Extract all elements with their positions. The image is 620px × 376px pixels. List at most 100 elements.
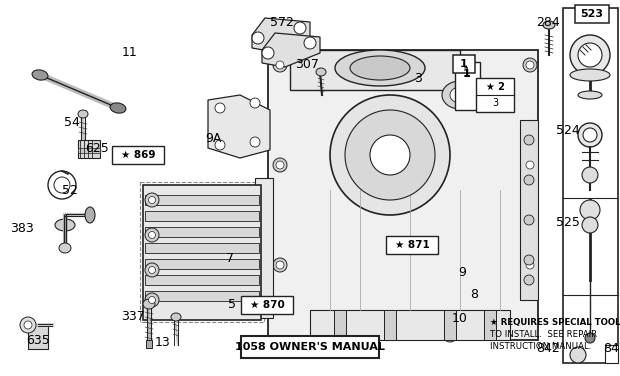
Bar xyxy=(78,140,100,158)
Bar xyxy=(334,310,346,340)
Ellipse shape xyxy=(171,313,181,321)
Ellipse shape xyxy=(523,258,537,272)
Ellipse shape xyxy=(215,103,225,113)
Text: INSTRUCTION MANUAL.: INSTRUCTION MANUAL. xyxy=(490,342,591,351)
Ellipse shape xyxy=(32,70,48,80)
Ellipse shape xyxy=(252,32,264,44)
Ellipse shape xyxy=(20,317,36,333)
Text: 1: 1 xyxy=(463,69,471,79)
Bar xyxy=(484,310,496,340)
Ellipse shape xyxy=(276,161,284,169)
Text: 10: 10 xyxy=(452,311,468,324)
Ellipse shape xyxy=(370,135,410,175)
Ellipse shape xyxy=(585,333,595,343)
Bar xyxy=(143,185,261,320)
Bar xyxy=(145,243,259,253)
Text: 11: 11 xyxy=(122,45,138,59)
Ellipse shape xyxy=(273,258,287,272)
Text: 7: 7 xyxy=(226,252,234,264)
Ellipse shape xyxy=(570,347,586,363)
Text: 635: 635 xyxy=(26,334,50,347)
Ellipse shape xyxy=(143,299,155,309)
Bar xyxy=(145,275,259,285)
Ellipse shape xyxy=(524,215,534,225)
Ellipse shape xyxy=(523,58,537,72)
Ellipse shape xyxy=(526,61,534,69)
Text: 8: 8 xyxy=(470,288,478,300)
Ellipse shape xyxy=(526,261,534,269)
Bar xyxy=(384,310,396,340)
Ellipse shape xyxy=(570,35,610,75)
Ellipse shape xyxy=(149,197,156,203)
Ellipse shape xyxy=(145,193,159,207)
Ellipse shape xyxy=(524,175,534,185)
Ellipse shape xyxy=(149,297,156,303)
Ellipse shape xyxy=(333,328,347,342)
Bar xyxy=(310,310,510,340)
Ellipse shape xyxy=(273,158,287,172)
Text: ★ REQUIRES SPECIAL TOOLS: ★ REQUIRES SPECIAL TOOLS xyxy=(490,318,620,327)
Ellipse shape xyxy=(543,21,555,29)
Ellipse shape xyxy=(110,103,126,113)
Ellipse shape xyxy=(442,81,478,109)
Ellipse shape xyxy=(24,321,32,329)
Bar xyxy=(386,236,438,254)
Text: 52: 52 xyxy=(62,183,78,197)
Bar xyxy=(241,336,379,358)
Ellipse shape xyxy=(443,328,457,342)
Text: 572: 572 xyxy=(270,15,294,29)
Bar xyxy=(146,340,152,348)
Text: 523: 523 xyxy=(580,9,603,19)
Ellipse shape xyxy=(145,228,159,242)
Bar xyxy=(255,178,273,318)
Ellipse shape xyxy=(250,137,260,147)
Bar xyxy=(453,55,475,73)
Ellipse shape xyxy=(262,47,274,59)
Ellipse shape xyxy=(149,232,156,238)
Text: TO INSTALL.  SEE REPAIR: TO INSTALL. SEE REPAIR xyxy=(490,330,597,339)
Text: 625: 625 xyxy=(85,141,109,155)
Bar xyxy=(112,146,164,164)
Ellipse shape xyxy=(524,255,534,265)
Ellipse shape xyxy=(330,95,450,215)
Ellipse shape xyxy=(350,56,410,80)
Bar xyxy=(145,291,259,301)
Ellipse shape xyxy=(526,161,534,169)
Bar xyxy=(444,310,456,340)
Text: 3: 3 xyxy=(414,73,422,85)
Ellipse shape xyxy=(580,200,600,220)
Text: 54: 54 xyxy=(64,115,80,129)
Text: 847: 847 xyxy=(603,343,620,355)
Text: 3: 3 xyxy=(492,98,498,108)
Ellipse shape xyxy=(316,68,326,76)
Ellipse shape xyxy=(335,50,425,86)
Bar xyxy=(476,78,514,112)
Text: 1: 1 xyxy=(460,59,468,69)
Ellipse shape xyxy=(578,43,602,67)
Text: 1: 1 xyxy=(463,65,471,79)
Bar xyxy=(290,50,460,90)
Bar xyxy=(145,195,259,205)
Text: 524: 524 xyxy=(556,123,580,136)
Bar xyxy=(145,211,259,221)
Bar xyxy=(268,50,538,340)
Ellipse shape xyxy=(304,37,316,49)
Bar xyxy=(455,62,480,110)
Ellipse shape xyxy=(578,91,602,99)
Text: eReplacementParts.com: eReplacementParts.com xyxy=(197,189,349,202)
Text: ★ 870: ★ 870 xyxy=(250,300,285,310)
Text: 307: 307 xyxy=(295,59,319,71)
Bar xyxy=(28,325,48,349)
Bar xyxy=(520,120,538,300)
Text: 284: 284 xyxy=(536,15,560,29)
Ellipse shape xyxy=(78,110,88,118)
Ellipse shape xyxy=(582,217,598,233)
Bar xyxy=(78,148,100,153)
Text: 525: 525 xyxy=(556,215,580,229)
Ellipse shape xyxy=(336,331,344,339)
Ellipse shape xyxy=(149,267,156,273)
Ellipse shape xyxy=(276,61,284,69)
Ellipse shape xyxy=(523,158,537,172)
Bar xyxy=(241,296,293,314)
Text: 383: 383 xyxy=(10,221,34,235)
